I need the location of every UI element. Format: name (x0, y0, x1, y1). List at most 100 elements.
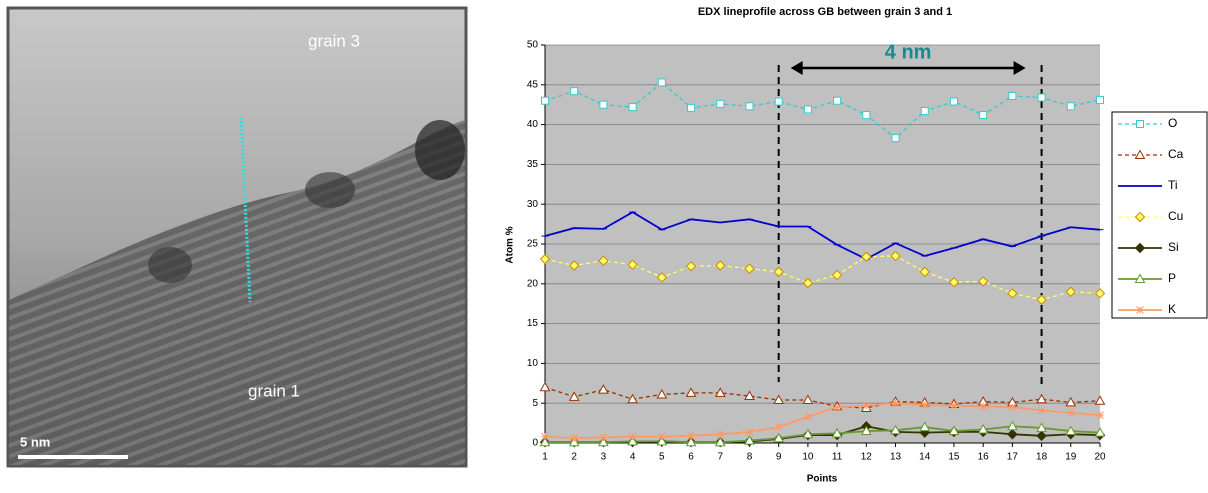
marker (773, 432, 785, 443)
y-axis-label: Atom % (505, 226, 516, 263)
marker (627, 393, 638, 404)
x-tick-label: 11 (832, 452, 843, 463)
marker (685, 261, 697, 272)
x-tick-label: 7 (717, 452, 723, 463)
x-tick-label: 14 (919, 452, 931, 463)
marker (716, 430, 725, 439)
series-line (544, 386, 1101, 409)
marker (774, 97, 783, 106)
marker (715, 260, 726, 271)
marker (1065, 286, 1076, 297)
marker (569, 260, 580, 271)
dark-spot (415, 120, 465, 180)
marker (977, 276, 989, 287)
marker (833, 96, 842, 105)
marker (890, 250, 901, 262)
image-label: grain 3 (308, 31, 360, 50)
marker (598, 384, 609, 394)
dark-spot (305, 172, 355, 208)
x-axis-label: Points (807, 474, 838, 485)
scale-bar-label: 5 nm (20, 434, 50, 449)
marker (920, 107, 929, 116)
legend-label: O (1168, 116, 1177, 130)
marker (1096, 411, 1104, 419)
marker (599, 433, 608, 442)
series-line (544, 211, 1101, 261)
marker (744, 435, 755, 445)
y-tick-label: 25 (527, 239, 539, 250)
marker (949, 97, 958, 106)
marker (919, 421, 931, 432)
marker (802, 277, 814, 289)
marker (1094, 288, 1106, 299)
x-tick-label: 16 (978, 452, 990, 463)
marker (919, 266, 930, 278)
marker (599, 100, 608, 109)
x-tick-label: 15 (948, 452, 960, 463)
marker (657, 78, 666, 87)
y-tick-label: 50 (527, 40, 539, 51)
marker (539, 381, 551, 392)
marker (831, 427, 843, 438)
marker (979, 402, 988, 411)
marker (570, 87, 579, 96)
marker (891, 134, 900, 143)
image-label: grain 1 (248, 381, 300, 400)
x-tick-label: 5 (659, 452, 665, 463)
marker (774, 423, 783, 431)
legend-label: Si (1168, 240, 1179, 254)
marker (802, 428, 814, 439)
marker (950, 401, 958, 410)
y-tick-label: 45 (527, 79, 539, 90)
marker (628, 432, 637, 441)
marker (716, 99, 725, 108)
marker (773, 266, 784, 278)
x-tick-label: 2 (571, 452, 577, 463)
marker (745, 102, 754, 111)
marker (891, 399, 900, 408)
series-line (545, 425, 1101, 444)
marker (1136, 120, 1144, 128)
marker (1136, 306, 1144, 314)
y-tick-label: 15 (527, 318, 539, 329)
marker (1094, 395, 1106, 405)
marker (1037, 93, 1046, 102)
marker (657, 432, 666, 441)
marker (628, 103, 637, 112)
marker (833, 403, 841, 412)
x-tick-label: 9 (776, 452, 782, 463)
series-line (544, 255, 1101, 301)
legend-label: P (1168, 271, 1176, 285)
marker (714, 387, 726, 397)
marker (804, 412, 812, 421)
marker (687, 103, 696, 112)
marker (1065, 396, 1077, 407)
chart-title: EDX lineprofile across GB between grain … (698, 6, 952, 18)
x-tick-label: 3 (601, 452, 607, 463)
marker (714, 436, 726, 447)
marker (860, 425, 872, 436)
marker (1037, 406, 1046, 415)
x-tick-label: 1 (542, 452, 548, 463)
marker (1065, 425, 1077, 436)
scan-line (239, 116, 252, 303)
x-tick-label: 10 (802, 452, 814, 463)
legend-label: Ca (1168, 147, 1184, 161)
marker (1066, 102, 1075, 111)
marker (1134, 242, 1146, 254)
marker (539, 253, 551, 265)
marker (627, 259, 638, 270)
x-tick-label: 6 (688, 452, 694, 463)
marker (979, 111, 988, 120)
x-tick-label: 12 (861, 452, 873, 463)
marker (1007, 420, 1018, 431)
marker (1096, 95, 1104, 104)
marker (598, 255, 609, 266)
marker (744, 390, 755, 401)
x-tick-label: 18 (1036, 452, 1048, 463)
marker (656, 388, 668, 399)
marker (598, 436, 609, 447)
x-tick-label: 8 (747, 452, 753, 463)
marker (1036, 430, 1047, 442)
